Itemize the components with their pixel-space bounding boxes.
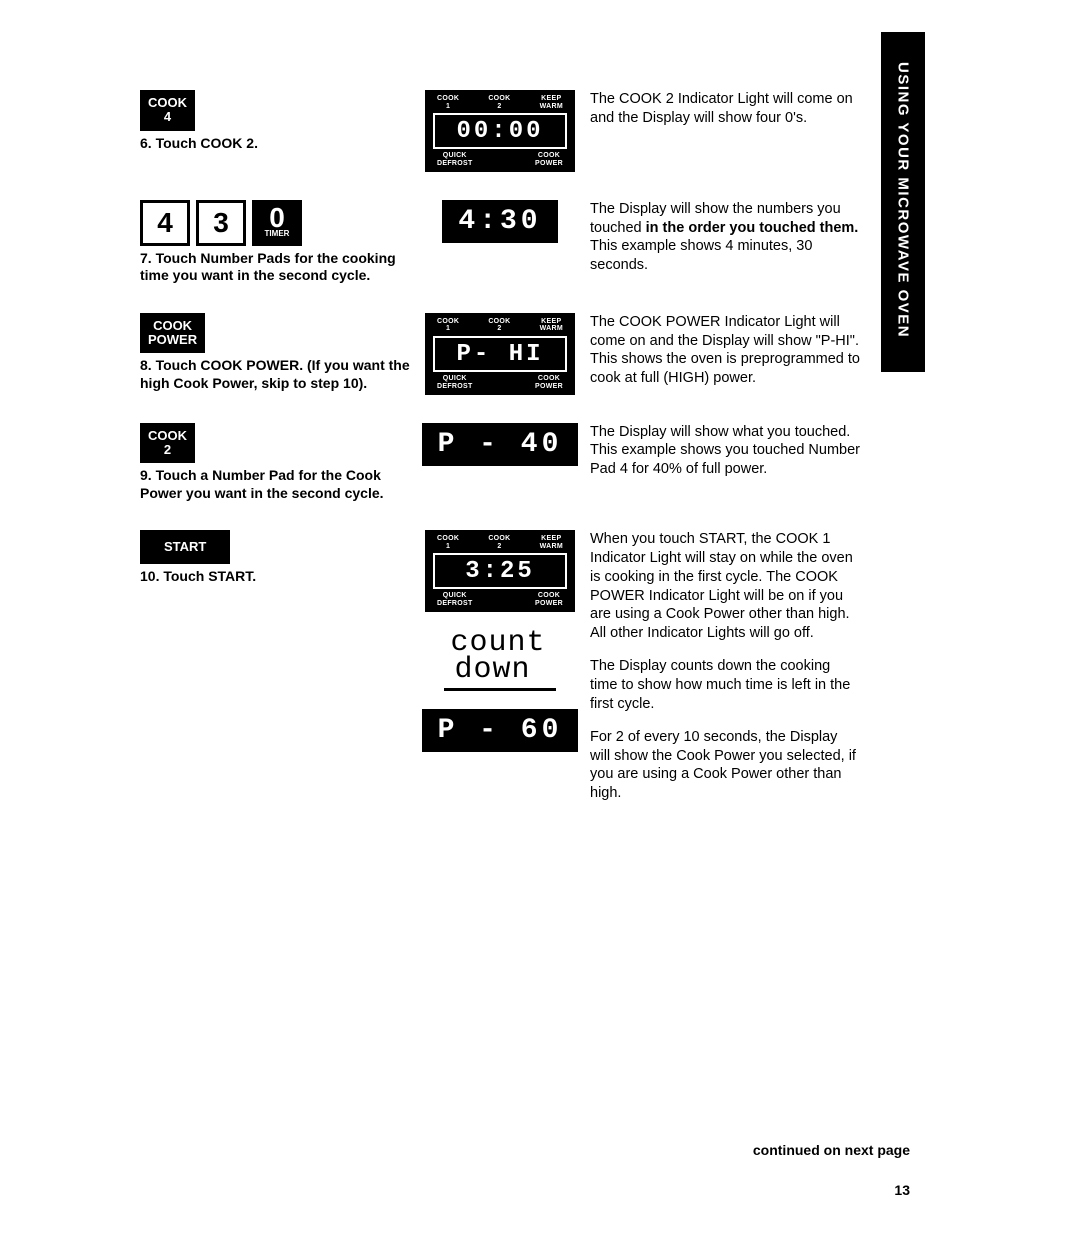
label: KEEP WARM [540, 95, 563, 110]
step-7-instruction: 7. Touch Number Pads for the cooking tim… [140, 250, 410, 285]
step-10-instruction: 10. Touch START. [140, 568, 410, 586]
label: COOK POWER [535, 592, 563, 607]
step-text: Touch COOK POWER. (If you want the high … [140, 357, 410, 391]
desc-a: When you touch START, the COOK 1 Indicat… [590, 530, 860, 643]
step-6-desc: The COOK 2 Indicator Light will come on … [590, 90, 860, 128]
step-text: Touch START. [163, 568, 256, 584]
step-8-desc: The COOK POWER Indicator Light will come… [590, 313, 860, 388]
label: COOK 1 [437, 95, 459, 110]
pad-3: 3 [196, 200, 246, 246]
label: KEEP WARM [540, 318, 563, 333]
number-pads: 4 3 0 TIMER [140, 200, 410, 246]
label: COOK 2 [488, 535, 510, 550]
step-6-instruction: 6. Touch COOK 2. [140, 135, 410, 153]
step-7-row: 4 3 0 TIMER 7. Touch Number Pads for the… [140, 200, 860, 285]
display-value: 00:00 [433, 113, 567, 149]
step-7-desc: The Display will show the numbers you to… [590, 200, 860, 275]
display-value: 3:25 [433, 553, 567, 589]
cookpower-button: COOK POWER [140, 313, 205, 354]
label: COOK POWER [535, 375, 563, 390]
cook4-button: COOK 4 [140, 90, 195, 131]
step-9-instruction: 9. Touch a Number Pad for the Cook Power… [140, 467, 410, 502]
step-6-row: COOK 4 6. Touch COOK 2. COOK 1 COOK 2 KE… [140, 90, 860, 172]
page-number: 13 [894, 1182, 910, 1198]
label: COOK 2 [488, 318, 510, 333]
pad-0-label: TIMER [252, 230, 302, 238]
display-digits: P - 60 [422, 709, 579, 752]
start-button: START [140, 530, 230, 564]
countdown-graphic: count down [444, 630, 555, 691]
step-num: 10. [140, 568, 159, 584]
cook2-button: COOK 2 [140, 423, 195, 464]
label: QUICK DEFROST [437, 375, 473, 390]
label: COOK 1 [437, 318, 459, 333]
pad-0: 0 TIMER [252, 200, 302, 246]
step-text: Touch Number Pads for the cooking time y… [140, 250, 396, 284]
desc-c: For 2 of every 10 seconds, the Display w… [590, 728, 860, 803]
step-text: Touch COOK 2. [156, 135, 258, 151]
desc-bold: in the order you touched them. [646, 220, 859, 236]
step-8-row: COOK POWER 8. Touch COOK POWER. (If you … [140, 313, 860, 395]
label: QUICK DEFROST [437, 152, 473, 167]
step-9-desc: The Display will show what you touched. … [590, 423, 860, 480]
label: KEEP WARM [540, 535, 563, 550]
label: COOK 1 [437, 535, 459, 550]
manual-page: COOK 4 6. Touch COOK 2. COOK 1 COOK 2 KE… [140, 90, 860, 803]
desc-b: The Display counts down the cooking time… [590, 657, 860, 714]
side-tab: USING YOUR MICROWAVE OVEN [881, 32, 925, 372]
count-bot: down [450, 657, 549, 684]
step-num: 9. [140, 467, 152, 483]
step-8-instruction: 8. Touch COOK POWER. (If you want the hi… [140, 357, 410, 392]
step-9-row: COOK 2 9. Touch a Number Pad for the Coo… [140, 423, 860, 503]
step-num: 8. [140, 357, 152, 373]
step-num: 6. [140, 135, 152, 151]
step-text: Touch a Number Pad for the Cook Power yo… [140, 467, 384, 501]
pad-4: 4 [140, 200, 190, 246]
display-panel: COOK 1 COOK 2 KEEP WARM 00:00 QUICK DEFR… [425, 90, 575, 172]
display-value: P- HI [433, 336, 567, 372]
display-panel: COOK 1 COOK 2 KEEP WARM 3:25 QUICK DEFRO… [425, 530, 575, 612]
step-10-desc: When you touch START, the COOK 1 Indicat… [590, 530, 860, 803]
desc-b: This example shows 4 minutes, 30 seconds… [590, 238, 812, 273]
display-panel: COOK 1 COOK 2 KEEP WARM P- HI QUICK DEFR… [425, 313, 575, 395]
label: COOK POWER [535, 152, 563, 167]
step-num: 7. [140, 250, 152, 266]
label: COOK 2 [488, 95, 510, 110]
display-digits: P - 40 [422, 423, 579, 466]
label: QUICK DEFROST [437, 592, 473, 607]
step-10-row: START 10. Touch START. COOK 1 COOK 2 KEE… [140, 530, 860, 803]
display-digits: 4:30 [442, 200, 557, 243]
footer-note: continued on next page [753, 1142, 910, 1158]
